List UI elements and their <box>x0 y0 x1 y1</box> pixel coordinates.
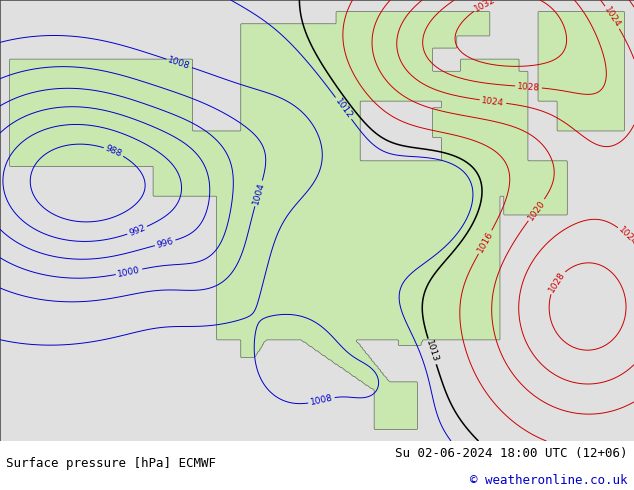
Text: 1024: 1024 <box>602 5 623 29</box>
Text: 1028: 1028 <box>517 81 540 92</box>
Text: Surface pressure [hPa] ECMWF: Surface pressure [hPa] ECMWF <box>6 457 216 469</box>
Text: 1020: 1020 <box>526 198 547 222</box>
Text: 1032: 1032 <box>473 0 498 14</box>
Text: 1004: 1004 <box>251 181 266 206</box>
Text: 1012: 1012 <box>333 97 354 120</box>
Text: 1008: 1008 <box>167 55 191 71</box>
Text: 1000: 1000 <box>117 265 141 279</box>
Text: Su 02-06-2024 18:00 UTC (12+06): Su 02-06-2024 18:00 UTC (12+06) <box>395 447 628 460</box>
Text: 996: 996 <box>156 236 175 249</box>
Text: 992: 992 <box>127 223 147 238</box>
Text: 1013: 1013 <box>424 339 440 364</box>
Text: 1028: 1028 <box>547 270 566 294</box>
Text: 1008: 1008 <box>309 393 333 407</box>
Text: 988: 988 <box>104 144 124 159</box>
Text: 1024: 1024 <box>481 96 505 107</box>
Text: 1016: 1016 <box>476 230 495 254</box>
Text: 1024: 1024 <box>617 225 634 248</box>
Text: © weatheronline.co.uk: © weatheronline.co.uk <box>470 474 628 487</box>
